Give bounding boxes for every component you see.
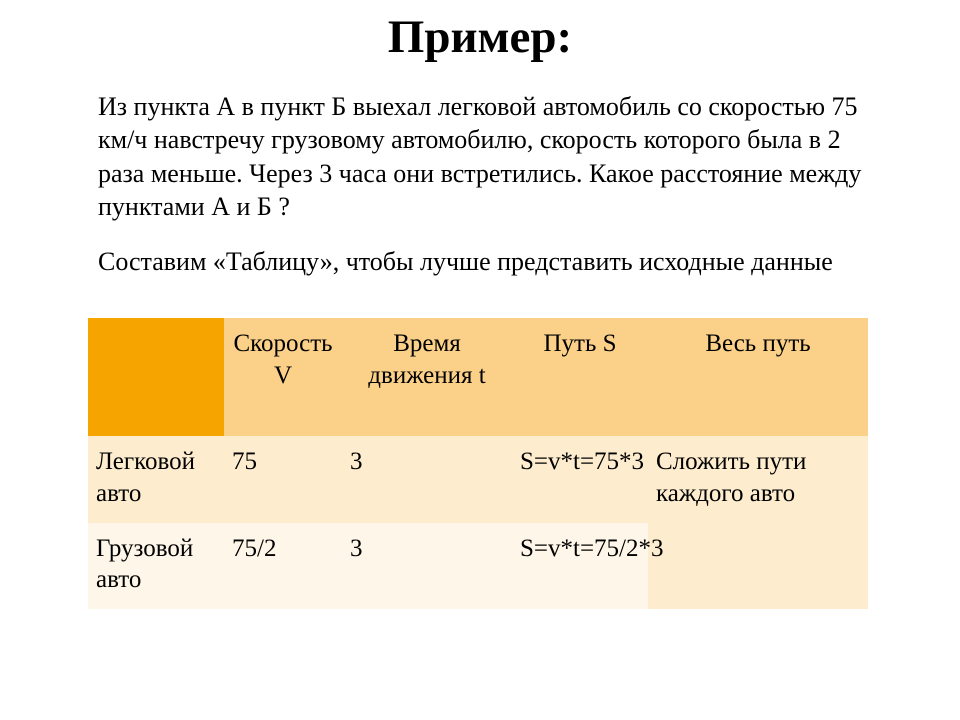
table-header-path: Путь S bbox=[512, 318, 648, 436]
slide: Пример: Из пункта А в пункт Б выехал лег… bbox=[0, 0, 960, 720]
cell-speed: 75 bbox=[224, 436, 342, 523]
data-table: Скорость V Время движения t Путь S Весь … bbox=[88, 318, 868, 609]
table-header-total: Весь путь bbox=[648, 318, 868, 436]
cell-time: 3 bbox=[342, 436, 512, 523]
row-label: Грузовой авто bbox=[88, 523, 224, 610]
intro-sentence: Составим «Таблицу», чтобы лучше представ… bbox=[98, 245, 868, 278]
table-header-time: Время движения t bbox=[342, 318, 512, 436]
table-header-empty bbox=[88, 318, 224, 436]
table-header-speed: Скорость V bbox=[224, 318, 342, 436]
slide-title: Пример: bbox=[0, 0, 960, 90]
cell-time: 3 bbox=[342, 523, 512, 610]
cell-path: S=v*t=75/2*3 bbox=[512, 523, 648, 610]
body-text-block: Из пункта А в пункт Б выехал легковой ав… bbox=[0, 90, 960, 278]
table-header-row: Скорость V Время движения t Путь S Весь … bbox=[88, 318, 868, 436]
cell-total-merged: Сложить пути каждого авто bbox=[648, 436, 868, 609]
table-row: Легковой авто 75 3 S=v*t=75*3 Сложить пу… bbox=[88, 436, 868, 523]
cell-path: S=v*t=75*3 bbox=[512, 436, 648, 523]
row-label: Легковой авто bbox=[88, 436, 224, 523]
problem-statement: Из пункта А в пункт Б выехал легковой ав… bbox=[98, 90, 868, 223]
cell-speed: 75/2 bbox=[224, 523, 342, 610]
